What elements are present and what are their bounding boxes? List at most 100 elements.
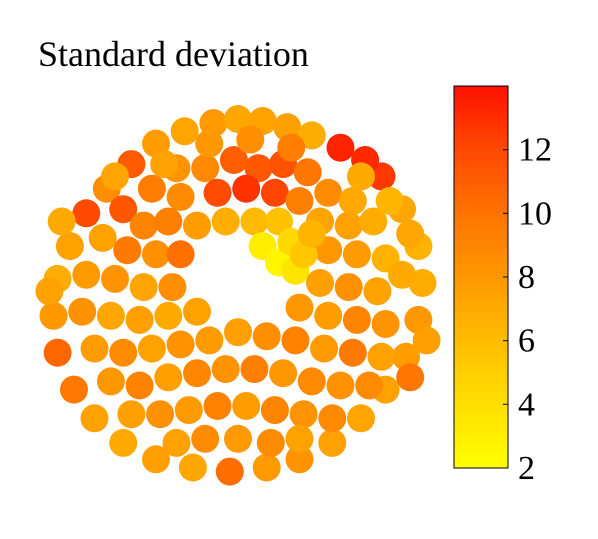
scatter-point — [260, 178, 289, 207]
scatter-point — [355, 371, 384, 400]
scatter-point — [244, 154, 273, 183]
scatter-point — [117, 400, 146, 429]
scatter-point — [183, 359, 211, 388]
scatter-point — [285, 445, 314, 474]
scatter-point — [285, 424, 314, 453]
scatter-point — [314, 178, 343, 207]
scatter-point — [211, 207, 240, 236]
scatter-point — [265, 207, 293, 236]
scatter-point — [174, 396, 203, 425]
colorbar-tick-label: 12 — [518, 132, 552, 169]
scatter-point — [314, 301, 343, 330]
scatter-point — [232, 174, 261, 203]
scatter-point — [269, 359, 298, 388]
scatter-point — [101, 264, 129, 293]
scatter-point — [252, 322, 281, 351]
scatter-point — [125, 305, 154, 334]
scatter-point — [310, 334, 339, 363]
scatter-point — [35, 277, 64, 306]
scatter-point — [297, 219, 326, 248]
scatter-point — [359, 207, 388, 236]
colorbar: 2 4 6 8 10 12 — [453, 85, 552, 487]
scatter-point — [146, 400, 175, 429]
scatter-point — [297, 367, 326, 396]
chart-title: Standard deviation — [38, 34, 309, 74]
scatter-point — [72, 260, 101, 289]
scatter-point — [96, 301, 125, 330]
scatter-point — [43, 338, 72, 367]
scatter-point — [166, 240, 195, 269]
colorbar-tick-label: 8 — [518, 259, 535, 296]
scatter-point — [183, 297, 211, 326]
scatter-point — [306, 269, 334, 297]
scatter-point — [60, 375, 88, 404]
scatter-point — [240, 207, 269, 236]
scatter-point — [318, 404, 347, 433]
scatter-point — [113, 236, 142, 265]
scatter-point — [236, 125, 265, 154]
scatter-point — [342, 305, 371, 334]
scatter-point — [183, 211, 211, 240]
colorbar-fill — [453, 85, 509, 469]
scatter-point — [166, 330, 195, 359]
scatter-point — [154, 207, 183, 236]
scatter-point — [72, 199, 101, 228]
scatter-point — [338, 338, 367, 367]
scatter-point — [240, 355, 269, 384]
scatter-point — [55, 232, 84, 261]
scatter-point — [211, 355, 240, 384]
scatter-points — [35, 105, 441, 486]
scatter-point — [318, 428, 347, 457]
scatter-point — [154, 301, 183, 330]
colorbar-tick-label: 10 — [518, 195, 552, 232]
scatter-point — [412, 326, 441, 355]
scatter-point — [224, 318, 252, 347]
colorbar-tick-label: 4 — [518, 386, 535, 423]
scatter-point — [80, 334, 109, 363]
scatter-point — [326, 133, 355, 162]
scatter-point — [39, 301, 68, 330]
scatter-point — [367, 342, 396, 371]
scatter-point — [347, 404, 375, 433]
scatter-point — [191, 424, 220, 453]
scatter-point — [162, 428, 191, 457]
scatter-point — [260, 396, 289, 425]
scatter-point — [166, 182, 195, 211]
scatter-point — [125, 371, 154, 400]
colorbar-tick-label: 6 — [518, 323, 535, 360]
scatter-point — [137, 334, 166, 363]
scatter-point — [363, 277, 392, 306]
scatter-point — [342, 240, 371, 269]
scatter-point — [158, 273, 187, 302]
scatter-point — [68, 297, 97, 326]
scatter-point — [154, 363, 183, 392]
scatter-point — [297, 121, 326, 150]
scatter-point — [334, 273, 363, 302]
scatter-point — [129, 273, 158, 302]
scatter-point — [347, 162, 375, 191]
scatter-point — [293, 158, 322, 187]
scatter-point — [96, 367, 125, 396]
scatter-point — [203, 178, 232, 207]
scatter-point — [109, 428, 138, 457]
scatter-point — [371, 310, 400, 338]
scatter-point — [277, 133, 306, 162]
scatter-point — [252, 453, 281, 482]
scatter-point — [195, 326, 224, 355]
colorbar-ticks: 2 4 6 8 10 12 — [503, 132, 552, 487]
scatter-point — [203, 392, 232, 420]
scatter-point — [109, 195, 138, 224]
scatter-point — [338, 187, 367, 215]
scatter-point — [47, 207, 76, 236]
scatter-point — [396, 363, 425, 392]
scatter-point — [232, 392, 261, 420]
scatter-point — [388, 260, 416, 289]
scatter-point — [88, 223, 117, 252]
scatter-point — [396, 219, 425, 248]
scatter-point — [219, 146, 248, 174]
scatter-point — [191, 154, 220, 183]
scatter-point — [178, 453, 207, 482]
scatter-point — [215, 457, 244, 486]
scatter-point — [150, 150, 179, 179]
